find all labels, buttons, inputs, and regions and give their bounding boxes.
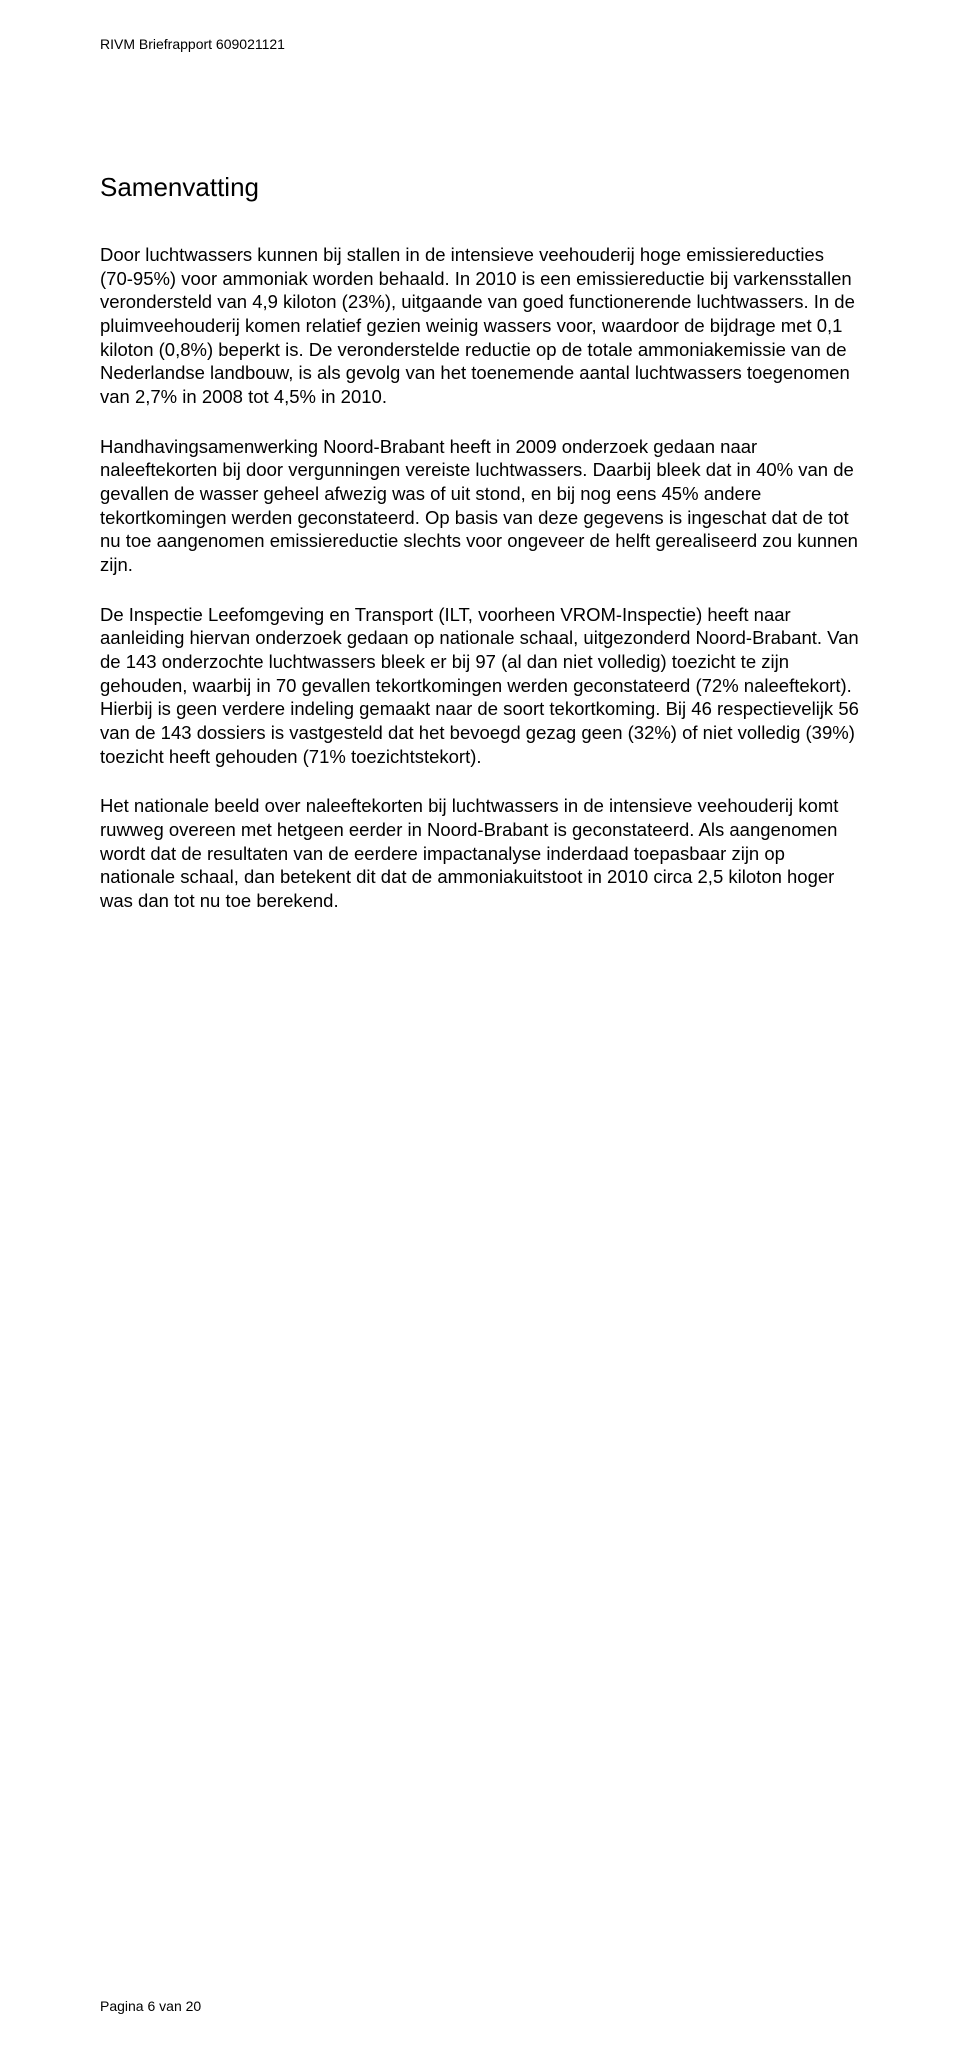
page-footer: Pagina 6 van 20 bbox=[100, 1998, 201, 2014]
page-title: Samenvatting bbox=[100, 172, 860, 203]
document-page: RIVM Briefrapport 609021121 Samenvatting… bbox=[0, 0, 960, 2046]
paragraph-3: De Inspectie Leefomgeving en Transport (… bbox=[100, 603, 860, 769]
running-header: RIVM Briefrapport 609021121 bbox=[100, 36, 860, 52]
paragraph-1: Door luchtwassers kunnen bij stallen in … bbox=[100, 243, 860, 409]
paragraph-2: Handhavingsamenwerking Noord-Brabant hee… bbox=[100, 435, 860, 577]
paragraph-4: Het nationale beeld over naleeftekorten … bbox=[100, 794, 860, 912]
body-text: Door luchtwassers kunnen bij stallen in … bbox=[100, 243, 860, 913]
